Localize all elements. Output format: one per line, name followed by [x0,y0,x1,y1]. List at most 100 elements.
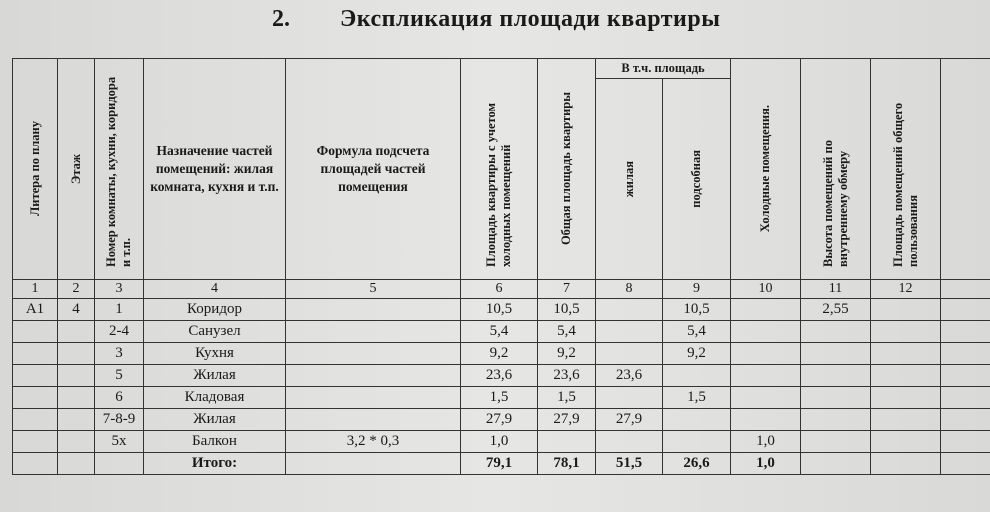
table-body: 12345678910111213А141Коридор10,510,510,5… [12,279,990,475]
table-cell [94,452,144,475]
column-number: 4 [143,279,286,299]
table-cell: 9,2 [537,342,596,365]
table-cell [595,386,663,409]
table-cell [940,342,990,365]
table-row: 2-4 Санузел 5,4 5,4 5,4 [12,320,990,343]
table-cell: 27,9 [537,408,596,431]
column-number: 6 [460,279,538,299]
column-header: Литера по плану [12,58,58,280]
table-cell [730,386,802,409]
column-number: 11 [800,279,872,299]
table-cell [12,320,58,343]
table-cell: 9,2 [661,342,732,365]
table-cell [870,298,942,321]
table-cell: А1 [12,298,58,321]
column-header: Холодные помещения. [730,58,802,280]
table-row: 5 Жилая 23,6 23,6 23,6 [12,364,990,387]
table-cell [661,408,732,431]
column-header: Назначение частей помещений: жилая комна… [143,58,286,280]
table-cell [940,452,990,475]
column-header: Высота помещений по внутреннему обмеру [800,58,872,280]
table-cell: 1,0 [730,430,802,453]
table-cell: 1,5 [661,386,732,409]
column-header: подсобная [661,78,732,280]
column-header: Формула подсчета площадей частей помещен… [285,58,461,280]
table-cell: 2-4 [94,320,144,343]
table-cell: 1,5 [460,386,538,409]
table-cell [285,386,461,409]
table-cell [12,430,58,453]
table-header: Литера по плану Этаж Номер комнаты, кухни,… [12,58,990,280]
table-cell [595,342,663,365]
column-header: Этаж [57,58,95,280]
table-cell [800,364,872,387]
column-header-text: Этаж [68,153,83,185]
table-cell [285,320,461,343]
table-cell [57,430,95,453]
table-row: 3 Кухня 9,2 9,2 9,2 [12,342,990,365]
table-row: 7-8-9 Жилая 27,9 27,9 27,9 [12,408,990,431]
table-row: Итого: 79,1 78,1 51,5 26,6 1,0 [12,452,990,475]
table-cell [661,430,732,453]
column-number: 7 [537,279,596,299]
table-cell: 1,0 [730,452,802,475]
table-cell: 23,6 [460,364,538,387]
table-cell: 5,4 [537,320,596,343]
table-cell: 78,1 [537,452,596,475]
table-cell [595,298,663,321]
table-cell [800,452,872,475]
table-cell [12,386,58,409]
column-header: жилая [595,78,663,280]
table-cell [730,320,802,343]
table-cell: 1 [94,298,144,321]
table-cell [940,386,990,409]
table-row: 6 Кладовая 1,5 1,5 1,5 [12,386,990,409]
column-header: Номер комнаты, кухни, коридора и т.п. [94,58,144,280]
column-header-text: Литера по плану [27,121,42,217]
table-cell [285,408,461,431]
table-cell: 10,5 [661,298,732,321]
table-cell: Кладовая [143,386,286,409]
table-cell [870,408,942,431]
section-number: 2. [272,6,290,32]
table-cell [12,364,58,387]
table-cell [595,430,663,453]
header-row: Литера по плану Этаж Номер комнаты, кухни,… [12,58,990,280]
column-number: 5 [285,279,461,299]
column-header: Площадь квартиры с учетом холодных помещ… [460,58,538,280]
table-cell: 27,9 [595,408,663,431]
table-cell [870,452,942,475]
table-cell [12,408,58,431]
table-cell [661,364,732,387]
column-header-text: Номер комнаты, кухни, коридора и т.п. [104,76,133,267]
table-cell: 26,6 [661,452,732,475]
table-cell: 5,4 [460,320,538,343]
table-cell: Итого: [143,452,286,475]
table-cell: 5х [94,430,144,453]
document-title: Экспликация площади квартиры [340,6,721,32]
table-cell [57,342,95,365]
table-cell: 9,2 [460,342,538,365]
table-cell [800,342,872,365]
explication-table: Литера по плану Этаж Номер комнаты, кухни,… [12,58,990,475]
table-cell: Балкон [143,430,286,453]
table-cell: 3 [94,342,144,365]
table-cell [730,298,802,321]
table-cell [285,298,461,321]
column-number: 1 [12,279,58,299]
table-cell: Кухня [143,342,286,365]
table-cell: 1,0 [460,430,538,453]
column-header-text: Холодные помещения. [758,105,773,233]
table-cell [12,452,58,475]
table-cell [800,320,872,343]
table-cell: 7-8-9 [94,408,144,431]
group-header: В т.ч. площадь [594,58,732,79]
table-cell [57,408,95,431]
column-header-text: Площадь квартиры с учетом холодных помещ… [484,102,513,267]
table-cell [285,452,461,475]
table-cell [285,364,461,387]
column-header-text: Назначение частей помещений: жилая комна… [150,143,279,194]
table-cell [730,342,802,365]
table-cell [57,386,95,409]
table-cell [870,430,942,453]
